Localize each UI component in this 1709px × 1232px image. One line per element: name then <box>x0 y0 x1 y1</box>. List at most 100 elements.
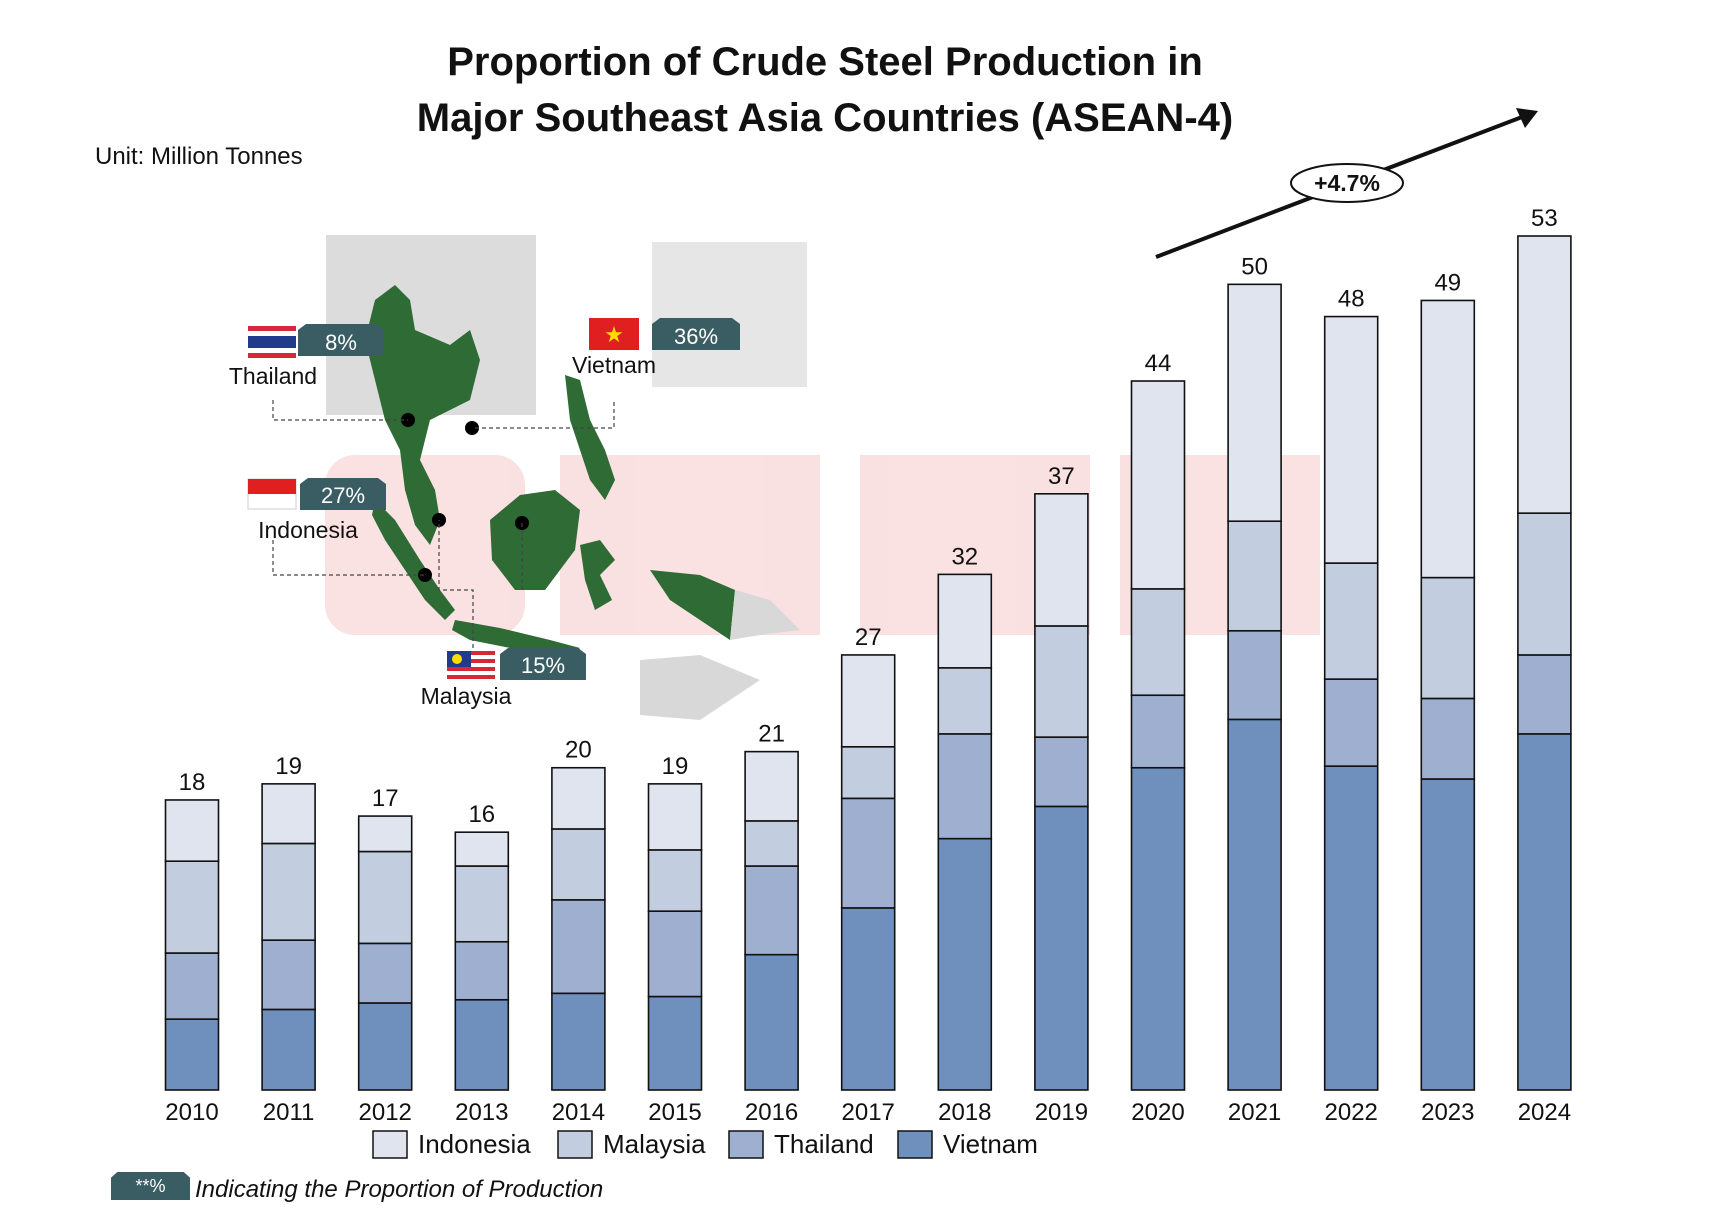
bar-segment-thailand-2017 <box>840 797 896 909</box>
x-tick-2024: 2024 <box>1518 1099 1571 1126</box>
legend-label-malaysia: Malaysia <box>603 1129 706 1159</box>
bar-segment-malaysia-2023 <box>1420 576 1476 700</box>
callout-vietnam: ★ 36% Vietnam <box>572 318 740 378</box>
bar-segment-indonesia-2018 <box>937 573 993 669</box>
bar-segment-vietnam-2021 <box>1227 718 1282 1091</box>
badge-thailand-text: 8% <box>325 330 357 355</box>
footnote-badge: **% <box>111 1172 190 1200</box>
legend-label-vietnam: Vietnam <box>943 1129 1038 1159</box>
bar-segment-vietnam-2022 <box>1323 765 1379 1091</box>
total-label-2012: 17 <box>372 785 399 812</box>
bar-segment-vietnam-2015 <box>647 995 703 1091</box>
chart-title-line1: Proportion of Crude Steel Production in <box>447 40 1203 84</box>
badge-vietnam-text: 36% <box>674 324 718 349</box>
bar-segment-vietnam-2020 <box>1130 766 1186 1091</box>
badge-malaysia <box>500 648 586 680</box>
label-vietnam: Vietnam <box>572 352 656 378</box>
x-tick-2017: 2017 <box>842 1099 895 1126</box>
bar-segment-thailand-2023 <box>1420 697 1476 780</box>
x-tick-2012: 2012 <box>359 1099 412 1126</box>
bar-segment-malaysia-2016 <box>744 820 799 867</box>
badge-indonesia-text: 27% <box>321 483 365 508</box>
bar-segment-thailand-2018 <box>937 733 993 840</box>
flag-thailand <box>248 326 296 358</box>
bar-segment-thailand-2022 <box>1323 678 1379 767</box>
total-label-2023: 49 <box>1434 269 1461 296</box>
bar-segment-malaysia-2022 <box>1323 562 1379 680</box>
x-tick-2023: 2023 <box>1421 1099 1474 1126</box>
bar-segment-vietnam-2014 <box>551 992 606 1091</box>
bar-segment-indonesia-2011 <box>261 783 316 845</box>
bar-segment-malaysia-2011 <box>261 842 316 941</box>
label-malaysia: Malaysia <box>421 683 512 709</box>
bar-segment-indonesia-2015 <box>647 783 703 851</box>
map-bg-pacific <box>652 242 807 387</box>
bar-segment-vietnam-2016 <box>744 953 799 1091</box>
svg-text:★: ★ <box>604 322 624 347</box>
total-label-2011: 19 <box>275 753 302 780</box>
legend-label-thailand: Thailand <box>774 1129 874 1159</box>
bar-segment-indonesia-2016 <box>744 750 799 822</box>
bar-segment-indonesia-2024 <box>1517 235 1572 514</box>
legend-swatch-indonesia <box>372 1130 408 1159</box>
bar-segment-indonesia-2017 <box>840 654 896 748</box>
bar-segment-indonesia-2023 <box>1420 299 1476 579</box>
bar-segment-malaysia-2018 <box>937 667 993 735</box>
bar-segment-indonesia-2022 <box>1323 315 1379 564</box>
bar-segment-indonesia-2019 <box>1034 493 1089 627</box>
x-tick-2013: 2013 <box>455 1099 508 1126</box>
bar-segment-malaysia-2019 <box>1034 625 1089 738</box>
total-label-2024: 53 <box>1531 205 1558 232</box>
bar-segment-vietnam-2017 <box>840 907 896 1091</box>
badge-thailand <box>298 324 384 356</box>
bar-segment-thailand-2015 <box>647 910 703 998</box>
bar-segment-indonesia-2013 <box>454 831 510 867</box>
badge-vietnam <box>652 318 740 350</box>
bar-segment-thailand-2010 <box>164 952 220 1020</box>
total-label-2015: 19 <box>662 753 689 780</box>
bar-segment-malaysia-2015 <box>647 849 703 912</box>
label-thailand: Thailand <box>229 363 317 389</box>
bars-group: 18 2010 19 2011 17 2012 16 2013 20 2014 19 2015 21 20… <box>164 205 1572 1126</box>
map-leader-lines <box>272 400 615 655</box>
map-land-australia <box>640 655 760 720</box>
unit-label: Unit: Million Tonnes <box>95 143 303 170</box>
x-tick-2019: 2019 <box>1035 1099 1088 1126</box>
footnote-text: Indicating the Proportion of Production <box>195 1176 604 1203</box>
bar-segment-malaysia-2010 <box>164 860 220 954</box>
flag-indonesia <box>247 478 297 510</box>
map-dot-indonesia <box>418 568 432 582</box>
total-label-2014: 20 <box>565 737 592 764</box>
bar-segment-malaysia-2017 <box>840 745 896 800</box>
map-land-png <box>730 590 800 640</box>
bar-segment-malaysia-2013 <box>454 865 510 943</box>
x-tick-2014: 2014 <box>552 1099 605 1126</box>
total-label-2022: 48 <box>1338 286 1365 313</box>
bar-segment-indonesia-2010 <box>164 799 220 862</box>
chart-title: Proportion of Crude Steel Production in … <box>0 34 1650 146</box>
x-tick-2022: 2022 <box>1325 1099 1378 1126</box>
bar-segment-thailand-2021 <box>1227 629 1282 721</box>
total-label-2016: 21 <box>758 721 785 748</box>
bar-segment-thailand-2013 <box>454 940 510 1001</box>
x-tick-2016: 2016 <box>745 1099 798 1126</box>
growth-badge <box>1290 163 1404 203</box>
map-land-sumatra <box>372 500 455 620</box>
callout-malaysia: 15% Malaysia <box>421 648 586 709</box>
bar-segment-vietnam-2013 <box>454 998 510 1091</box>
bar-segment-indonesia-2020 <box>1130 380 1186 590</box>
badge-malaysia-text: 15% <box>521 653 565 678</box>
bar-segment-thailand-2016 <box>744 865 799 956</box>
bar-segment-thailand-2011 <box>261 939 316 1011</box>
bar-segment-malaysia-2021 <box>1227 520 1282 632</box>
bar-segment-malaysia-2024 <box>1517 512 1572 656</box>
x-tick-2010: 2010 <box>165 1099 218 1126</box>
total-label-2017: 27 <box>855 624 882 651</box>
badge-indonesia <box>300 478 386 510</box>
callout-thailand: 8% Thailand <box>229 324 384 389</box>
flag-vietnam: ★ <box>589 318 639 350</box>
map-land-mainland <box>365 285 480 545</box>
legend-swatch-vietnam <box>897 1130 933 1159</box>
bar-segment-thailand-2014 <box>551 899 606 995</box>
bar-segment-thailand-2019 <box>1034 736 1089 808</box>
